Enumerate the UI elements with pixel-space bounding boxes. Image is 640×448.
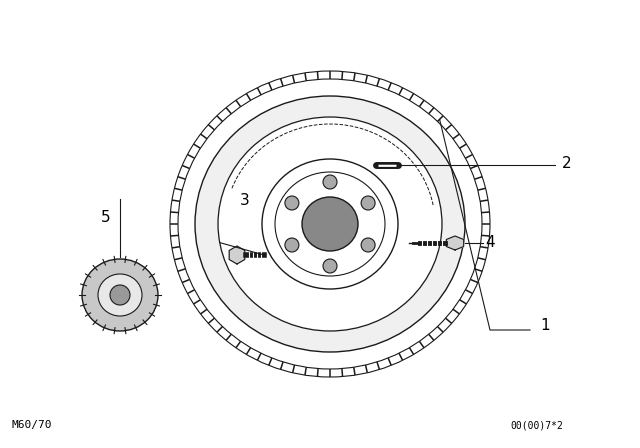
Circle shape (285, 238, 299, 252)
Text: 2: 2 (562, 156, 572, 171)
Ellipse shape (195, 96, 465, 352)
Text: 5: 5 (101, 210, 111, 225)
Ellipse shape (219, 118, 441, 330)
Circle shape (323, 175, 337, 189)
Circle shape (285, 196, 299, 210)
Polygon shape (229, 246, 244, 264)
Text: 3: 3 (240, 193, 250, 208)
Text: 00(00)7*2: 00(00)7*2 (510, 420, 563, 430)
Ellipse shape (98, 274, 142, 316)
Ellipse shape (302, 197, 358, 251)
Circle shape (361, 238, 375, 252)
Circle shape (323, 259, 337, 273)
Ellipse shape (82, 259, 158, 331)
Text: 1: 1 (540, 318, 550, 333)
Text: 4: 4 (485, 235, 495, 250)
Text: M60/70: M60/70 (12, 420, 52, 430)
Circle shape (361, 196, 375, 210)
Polygon shape (446, 236, 463, 250)
Ellipse shape (110, 285, 130, 305)
